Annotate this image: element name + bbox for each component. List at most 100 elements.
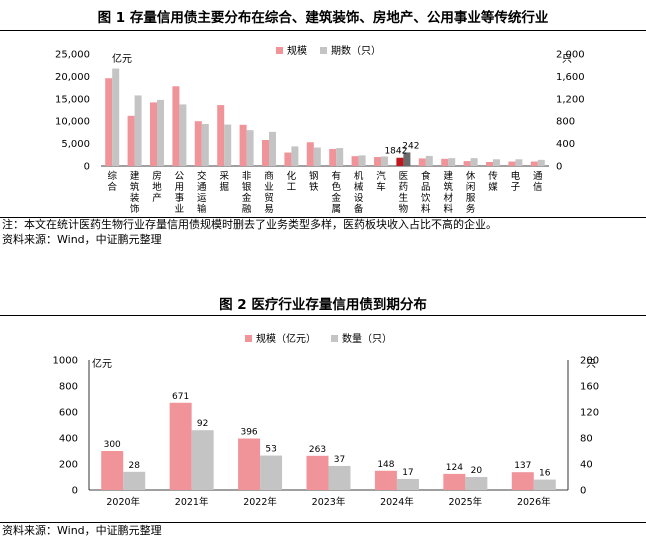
bar-scale	[374, 157, 381, 166]
highlight-label: 242	[402, 141, 419, 151]
bar-count	[328, 465, 351, 490]
category-label: 装	[130, 192, 140, 204]
bar-count	[260, 455, 283, 490]
data-label: 671	[172, 392, 189, 402]
figure2-chart: 0 0 200 40 400 80 600 120 800 160 1000 200 亿元 只 规模（亿元）…	[53, 332, 600, 508]
bar-scale	[284, 152, 292, 166]
category-label: 工	[287, 182, 297, 193]
category-label: 电	[511, 170, 521, 182]
category-label: 媒	[488, 181, 498, 193]
bar-scale	[396, 157, 404, 166]
category-label: 料	[443, 203, 453, 215]
category-label: 掘	[219, 181, 229, 193]
bar-count	[179, 104, 187, 166]
category-label: 地	[152, 181, 162, 193]
legend-swatch	[331, 335, 338, 342]
bar-count	[269, 131, 276, 166]
category-label: 输	[197, 203, 207, 215]
bar-scale	[441, 158, 449, 166]
category-label: 药	[399, 182, 409, 193]
category-label: 生	[399, 192, 409, 204]
right-tick-label: 80	[580, 434, 593, 445]
category-label: 机	[354, 170, 364, 182]
bar-count	[224, 124, 232, 166]
left-tick-label: 0	[84, 162, 90, 173]
category-label: 产	[152, 192, 162, 204]
figure1-bottom-rule	[0, 217, 646, 218]
category-label: 信	[533, 181, 543, 193]
category-label: 属	[331, 204, 341, 215]
category-label: 建	[443, 170, 453, 182]
data-label: 17	[402, 468, 413, 478]
category-label: 料	[421, 203, 431, 215]
figure1-title: 图 1 存量信用债主要分布在综合、建筑装饰、房地产、公用事业等传统行业	[97, 10, 549, 26]
figure2-bottom-rule	[0, 522, 646, 523]
category-label: 饰	[130, 203, 140, 215]
right-tick-label: 1,200	[556, 94, 585, 105]
data-label: 148	[377, 460, 394, 470]
right-tick-label: 40	[580, 460, 593, 471]
category-label: 2021年	[175, 496, 209, 508]
right-axis-unit: 只	[562, 54, 572, 65]
category-label: 车	[376, 181, 386, 193]
bar-count	[201, 124, 209, 166]
highlight-label: 1842	[384, 147, 407, 157]
data-label: 53	[265, 445, 276, 455]
bar-count	[396, 478, 419, 490]
bar-scale	[101, 451, 124, 490]
category-label: 公	[175, 171, 185, 182]
figure1-chart: 0 0 5,000 400 10,000 800 15,000 1,200 20,000 1,60…	[55, 44, 585, 215]
category-label: 传	[488, 170, 498, 182]
bar-count	[515, 159, 523, 166]
bar-scale	[150, 102, 157, 166]
category-label: 饮	[421, 192, 431, 204]
category-label: 2023年	[312, 496, 346, 508]
category-label: 汽	[376, 170, 386, 182]
category-label: 筑	[130, 181, 140, 193]
category-label: 合	[107, 181, 117, 193]
category-label: 综	[107, 170, 117, 182]
category-label: 2020年	[106, 496, 140, 508]
bar-scale	[463, 161, 471, 166]
category-label: 房	[152, 170, 162, 182]
bar-scale	[217, 105, 225, 166]
category-label: 色	[331, 181, 341, 193]
right-tick-label: 2,000	[556, 50, 585, 61]
bar-count	[465, 477, 488, 490]
category-label: 商	[264, 170, 274, 182]
bar-scale	[127, 115, 135, 166]
bar-count	[425, 155, 433, 166]
bar-scale	[262, 140, 269, 166]
category-label: 银	[242, 181, 252, 193]
figure2-top-rule	[0, 315, 646, 316]
category-label: 食	[421, 170, 431, 182]
category-label: 2022年	[243, 496, 277, 508]
bar-scale	[105, 78, 113, 166]
left-axis-unit: 亿元	[112, 52, 132, 65]
right-axis-unit: 只	[586, 359, 596, 370]
data-label: 92	[197, 419, 208, 429]
category-label: 2026年	[517, 496, 551, 508]
legend-label: 期数（只）	[331, 44, 381, 57]
left-tick-label: 20,000	[55, 72, 90, 83]
bar-scale	[306, 455, 329, 490]
bar-count	[157, 99, 164, 166]
bar-count	[358, 155, 366, 166]
bar-count	[134, 95, 142, 166]
category-label: 用	[175, 182, 185, 193]
data-label: 263	[309, 445, 326, 455]
legend-label: 规模（亿元）	[256, 332, 316, 345]
category-label: 贸	[264, 192, 274, 204]
bar-count	[291, 146, 299, 166]
right-tick-label: 200	[580, 356, 599, 367]
category-label: 2025年	[449, 496, 483, 508]
left-tick-label: 200	[59, 460, 78, 471]
bar-count	[191, 430, 214, 490]
data-label: 20	[471, 466, 483, 476]
data-label: 300	[104, 440, 121, 450]
category-label: 品	[421, 182, 431, 193]
right-tick-label: 800	[556, 117, 575, 128]
data-label: 37	[334, 455, 345, 465]
category-label: 通	[533, 171, 543, 182]
bar-count	[448, 158, 456, 166]
